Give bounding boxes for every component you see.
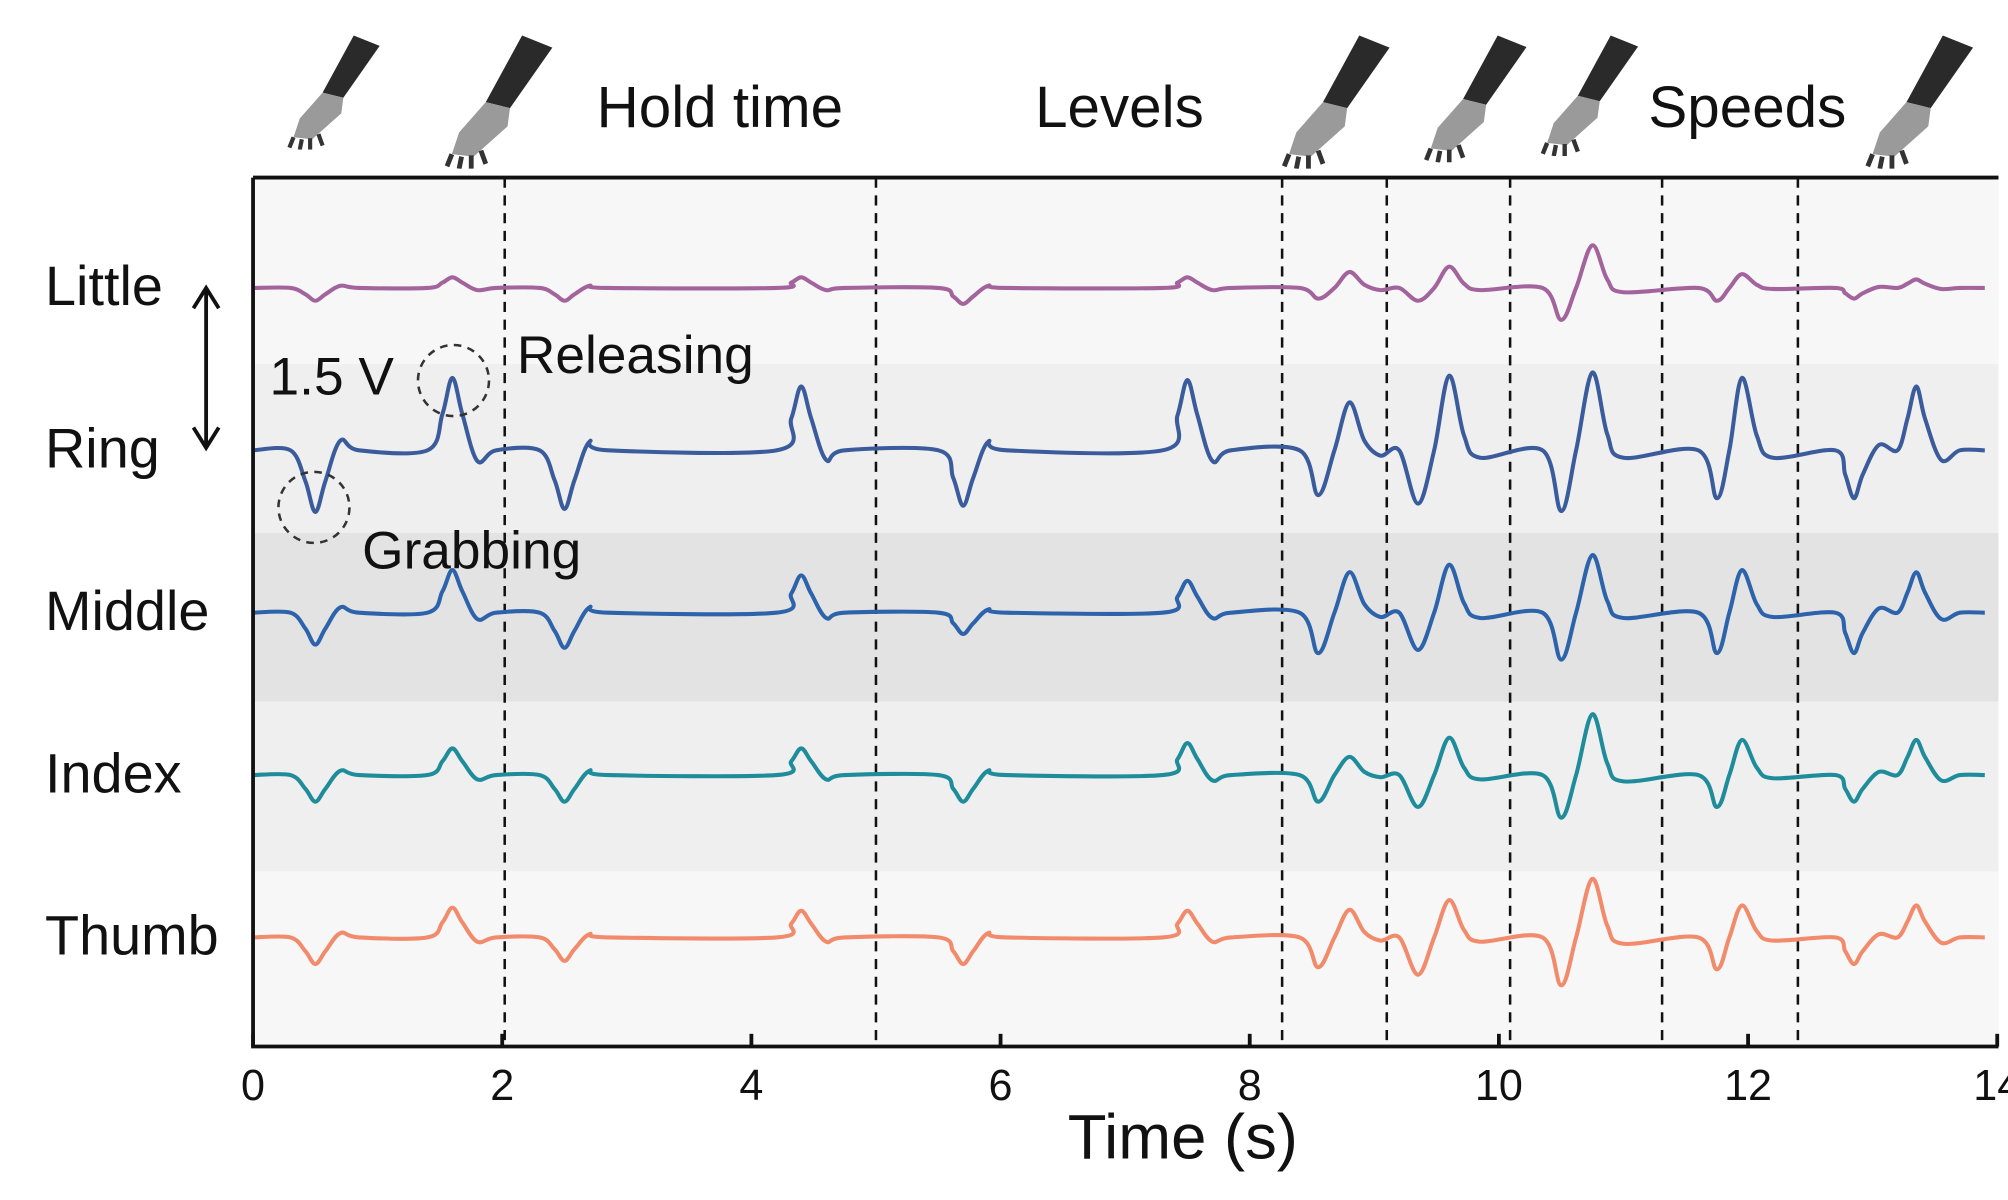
x-tick-label: 8 xyxy=(1238,1062,1262,1110)
channel-label: Ring xyxy=(45,417,160,480)
x-axis-label: Time (s) xyxy=(1068,1102,1298,1172)
highlight-circle xyxy=(416,343,491,418)
x-tick-label: 0 xyxy=(241,1062,265,1110)
x-tick-label: 14 xyxy=(1973,1062,2008,1110)
phase-label: Hold time xyxy=(597,75,843,140)
x-tick-label: 2 xyxy=(490,1062,514,1110)
signal-line xyxy=(253,876,1985,988)
annotation: Grabbing xyxy=(362,521,581,580)
signal-line xyxy=(253,243,1985,322)
highlight-circle xyxy=(277,470,351,545)
channel-label: Middle xyxy=(45,579,209,642)
x-tick-label: 10 xyxy=(1475,1062,1523,1110)
x-tick-label: 6 xyxy=(989,1062,1013,1110)
plot-layer xyxy=(252,177,1985,1047)
channel-label: Index xyxy=(45,741,182,804)
phase-label: Levels xyxy=(1035,75,1204,140)
channel-label: Thumb xyxy=(45,904,219,967)
signal-line xyxy=(252,370,1985,515)
x-tick-label: 4 xyxy=(739,1062,763,1110)
scale-bar-label: 1.5 V xyxy=(270,348,395,407)
channel-label: Little xyxy=(45,254,163,317)
channel-bands xyxy=(253,177,1999,1047)
x-tick-label: 12 xyxy=(1724,1062,1772,1110)
phase-label: Speeds xyxy=(1648,75,1846,140)
annotation: Releasing xyxy=(517,326,754,385)
signal-line xyxy=(253,712,1985,820)
signal-line xyxy=(252,553,1985,662)
scale-bar-arrow xyxy=(191,284,221,452)
